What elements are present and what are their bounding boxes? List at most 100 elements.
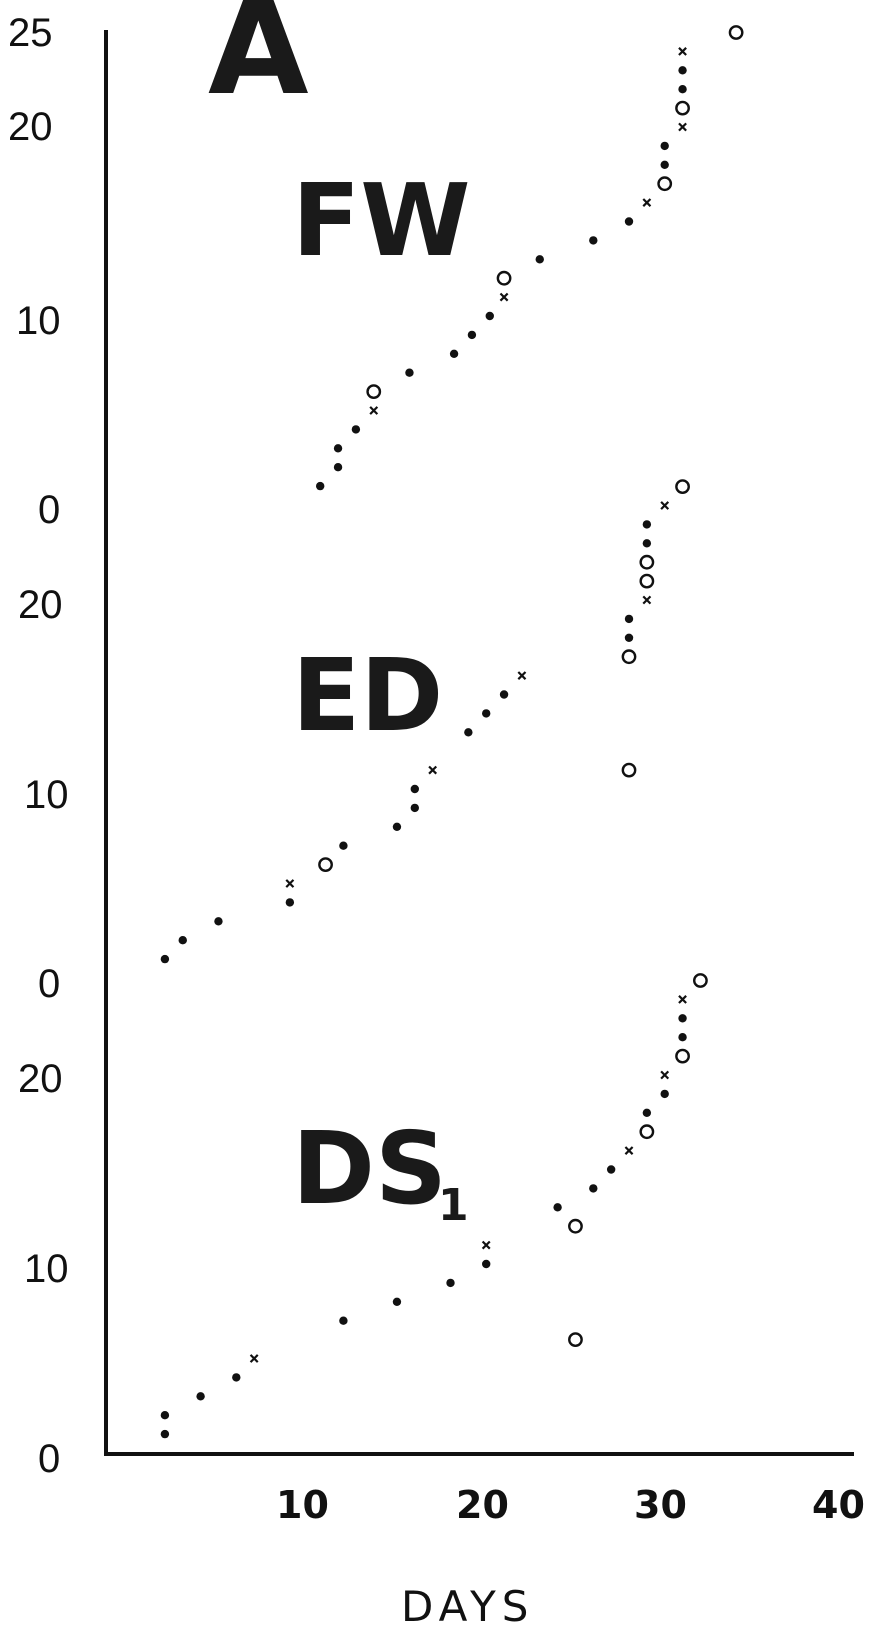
point-filled bbox=[160, 1411, 170, 1420]
xtick-40: 40 bbox=[812, 1483, 865, 1527]
point-open bbox=[621, 762, 637, 778]
ytick-ds-20: 20 bbox=[18, 1057, 63, 1101]
panel-label-ed: ED bbox=[292, 637, 443, 754]
point-open bbox=[693, 973, 708, 988]
ytick-ed-20: 20 bbox=[18, 583, 63, 627]
point-open bbox=[318, 857, 333, 872]
point-filled bbox=[624, 217, 634, 226]
xtick-30: 30 bbox=[634, 1483, 687, 1527]
ytick-fw-10: 10 bbox=[16, 299, 61, 343]
point-filled bbox=[482, 1259, 491, 1269]
point-filled bbox=[642, 520, 652, 529]
point-filled bbox=[214, 917, 223, 926]
point-filled bbox=[392, 822, 402, 831]
point-cross bbox=[678, 995, 687, 1004]
point-filled bbox=[467, 330, 477, 340]
ytick-ed-0: 0 bbox=[38, 962, 60, 1006]
point-filled bbox=[624, 614, 634, 624]
panel-points-ed bbox=[160, 479, 690, 964]
panel-label-ds: DS bbox=[292, 1110, 447, 1227]
point-open bbox=[639, 554, 655, 570]
point-cross bbox=[517, 671, 527, 680]
point-cross bbox=[499, 292, 509, 302]
point-open bbox=[675, 100, 690, 116]
point-filled bbox=[606, 1165, 616, 1174]
ytick-fw-20: 20 bbox=[8, 105, 53, 149]
point-filled bbox=[678, 66, 687, 75]
point-filled bbox=[339, 1316, 348, 1325]
point-cross bbox=[660, 1070, 670, 1080]
point-cross bbox=[642, 595, 652, 605]
point-filled bbox=[642, 1108, 652, 1118]
point-cross bbox=[678, 47, 687, 56]
point-filled bbox=[446, 1278, 455, 1288]
ytick-ed-10: 10 bbox=[24, 773, 69, 817]
panel-points-ds bbox=[160, 973, 708, 1439]
point-open bbox=[568, 1332, 583, 1348]
point-open bbox=[657, 176, 673, 192]
point-filled bbox=[678, 85, 687, 94]
point-open bbox=[366, 384, 382, 399]
point-cross bbox=[660, 501, 670, 510]
point-filled bbox=[464, 728, 473, 737]
points-layer bbox=[160, 25, 744, 1439]
point-open bbox=[496, 270, 512, 286]
point-filled bbox=[410, 784, 420, 794]
point-cross bbox=[678, 122, 687, 132]
ytick-fw-25: 25 bbox=[8, 11, 53, 55]
point-open bbox=[728, 25, 744, 40]
point-filled bbox=[553, 1203, 562, 1212]
point-filled bbox=[660, 160, 669, 169]
point-cross bbox=[642, 198, 652, 207]
point-filled bbox=[485, 311, 494, 321]
xtick-20: 20 bbox=[456, 1483, 509, 1527]
point-open bbox=[675, 479, 690, 494]
point-filled bbox=[160, 954, 170, 964]
point-open bbox=[639, 1124, 655, 1140]
point-filled bbox=[410, 803, 420, 813]
point-filled bbox=[178, 936, 187, 945]
panel-label-fw: FW bbox=[292, 162, 471, 279]
point-filled bbox=[678, 1033, 687, 1042]
point-filled bbox=[589, 236, 598, 245]
point-filled bbox=[678, 1014, 687, 1023]
point-filled bbox=[160, 1429, 170, 1439]
point-open bbox=[675, 1048, 690, 1064]
point-filled bbox=[642, 539, 652, 548]
point-filled bbox=[333, 463, 343, 472]
point-open bbox=[621, 649, 637, 665]
figure-letter: A bbox=[208, 0, 309, 124]
point-cross bbox=[428, 765, 438, 775]
point-filled bbox=[405, 368, 414, 377]
point-filled bbox=[624, 633, 634, 642]
point-filled bbox=[232, 1373, 241, 1382]
point-cross bbox=[285, 879, 295, 888]
panel-label-ds-subscript: 1 bbox=[438, 1180, 469, 1231]
point-filled bbox=[535, 255, 544, 264]
point-filled bbox=[482, 709, 491, 718]
point-cross bbox=[481, 1240, 491, 1250]
point-cross bbox=[624, 1146, 634, 1155]
ytick-fw-0: 0 bbox=[38, 488, 60, 532]
point-filled bbox=[449, 349, 459, 358]
point-filled bbox=[589, 1184, 598, 1193]
point-filled bbox=[333, 444, 343, 453]
point-cross bbox=[249, 1354, 259, 1363]
point-filled bbox=[196, 1392, 205, 1401]
point-filled bbox=[351, 425, 361, 434]
panel-points-fw bbox=[316, 25, 744, 491]
point-filled bbox=[339, 841, 348, 850]
point-filled bbox=[316, 481, 325, 491]
point-filled bbox=[499, 690, 509, 699]
point-open bbox=[639, 573, 655, 589]
point-filled bbox=[660, 1089, 669, 1099]
ytick-ds-0: 0 bbox=[38, 1437, 60, 1481]
x-axis-title: DAYS bbox=[401, 1582, 534, 1631]
point-filled bbox=[660, 141, 669, 151]
ytick-ds-10: 10 bbox=[24, 1247, 69, 1291]
point-cross bbox=[369, 406, 379, 415]
xtick-10: 10 bbox=[276, 1483, 329, 1527]
point-filled bbox=[392, 1297, 402, 1307]
point-open bbox=[568, 1218, 583, 1234]
